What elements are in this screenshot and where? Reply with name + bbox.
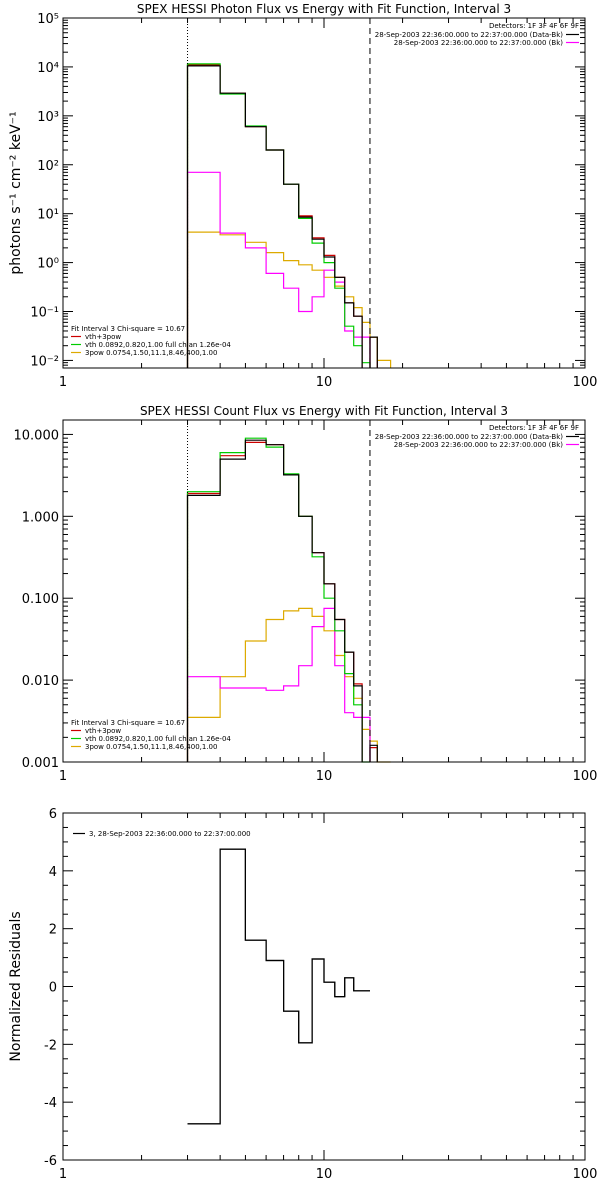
y-tick-label: 10⁻¹ xyxy=(30,306,59,321)
series-line-3 xyxy=(186,65,378,368)
y-tick-label: 10² xyxy=(37,159,59,174)
plot-frame xyxy=(62,812,586,1161)
y-tick-label: 0.010 xyxy=(22,674,59,689)
y-tick-label: 10⁰ xyxy=(37,257,59,272)
series-line-0 xyxy=(186,441,378,762)
y-axis-label: photons s⁻¹ cm⁻² keV⁻¹ xyxy=(8,111,24,274)
fit-legend-entry: 3pow 0.0754,1.50,11.1,8.46,400,1.00 xyxy=(85,349,217,357)
y-tick-label: 6 xyxy=(49,807,57,822)
y-tick-label: 10⁻² xyxy=(30,354,59,369)
x-tick-label: 100 xyxy=(573,1167,598,1182)
fit-legend-entry: vth 0.0892,0.820,1.00 full chian 1.26e-0… xyxy=(85,341,231,349)
legend-entry: 3, 28-Sep-2003 22:36:00.000 to 22:37:00.… xyxy=(89,830,251,838)
legend-header: Detectors: 1F 3F 4F 6F 9F xyxy=(489,22,579,30)
chart-panel-3: Normalized Residuals 1 10 100 -6 -4 -2 0 2 4 6 3, 2… xyxy=(8,807,597,1182)
series-line-0 xyxy=(186,64,378,368)
fit-legend-entry: vth 0.0892,0.820,1.00 full chian 1.26e-0… xyxy=(85,735,231,743)
series-line-4 xyxy=(186,171,371,368)
x-tick-label: 1 xyxy=(59,1167,67,1182)
fit-legend-header: Fit Interval 3 Chi-square = 10.67 xyxy=(71,325,185,333)
y-axis-label: Normalized Residuals xyxy=(8,911,24,1061)
y-tick-label: -4 xyxy=(44,1096,57,1111)
series-line-1 xyxy=(186,63,371,368)
x-tick-label: 100 xyxy=(573,769,598,784)
x-tick-label: 10 xyxy=(316,769,333,784)
y-tick-label: 0 xyxy=(49,981,57,996)
fit-legend-entry: vth+3pow xyxy=(85,333,121,341)
y-tick-label: 2 xyxy=(49,923,57,938)
y-tick-label: -6 xyxy=(44,1154,57,1169)
fit-legend-entry: vth+3pow xyxy=(85,727,121,735)
chart-panel-1: SPEX HESSI Photon Flux vs Energy with Fi… xyxy=(8,2,597,390)
legend-entry: 28-Sep-2003 22:36:00.000 to 22:37:00.000… xyxy=(394,39,564,47)
x-tick-label: 10 xyxy=(316,1167,333,1182)
plot-frame xyxy=(62,17,586,369)
legend-entry: 28-Sep-2003 22:36:00.000 to 22:37:00.000… xyxy=(375,433,564,441)
series-line-3 xyxy=(186,439,378,762)
legend-header: Detectors: 1F 3F 4F 6F 9F xyxy=(489,424,579,432)
legend-entry: 28-Sep-2003 22:36:00.000 to 22:37:00.000… xyxy=(394,441,564,449)
chart-panel-2: SPEX HESSI Count Flux vs Energy with Fit… xyxy=(14,404,598,784)
x-tick-label: 1 xyxy=(59,769,67,784)
residual-line xyxy=(187,848,370,1125)
y-tick-label: 4 xyxy=(49,865,57,880)
series-line-0 xyxy=(187,848,370,1125)
y-tick-label: 10¹ xyxy=(37,208,59,223)
x-tick-label: 10 xyxy=(316,375,333,390)
y-tick-label: 10.000 xyxy=(14,428,60,443)
chart-title: SPEX HESSI Count Flux vs Energy with Fit… xyxy=(140,404,508,418)
y-tick-label: -2 xyxy=(44,1038,57,1053)
y-tick-label: 10³ xyxy=(37,110,59,125)
chart-title: SPEX HESSI Photon Flux vs Energy with Fi… xyxy=(137,2,511,16)
y-tick-label: 1.000 xyxy=(22,510,59,525)
series-line-4 xyxy=(186,607,371,762)
fit-legend-header: Fit Interval 3 Chi-square = 10.67 xyxy=(71,719,185,727)
x-tick-label: 100 xyxy=(573,375,598,390)
x-tick-label: 1 xyxy=(59,375,67,390)
fit-legend-entry: 3pow 0.0754,1.50,11.1,8.46,400,1.00 xyxy=(85,743,217,751)
y-tick-label: 0.001 xyxy=(22,756,59,771)
y-tick-label: 0.100 xyxy=(22,592,59,607)
legend-entry: 28-Sep-2003 22:36:00.000 to 22:37:00.000… xyxy=(375,31,564,39)
y-tick-label: 10⁵ xyxy=(37,12,59,27)
series-line-1 xyxy=(186,437,370,763)
y-tick-label: 10⁴ xyxy=(37,61,59,76)
